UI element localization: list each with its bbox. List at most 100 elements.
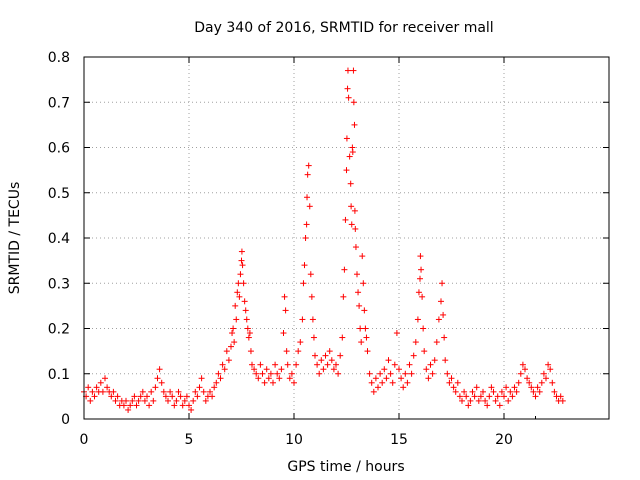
data-point — [302, 235, 309, 241]
data-point — [154, 375, 161, 382]
data-point — [127, 402, 134, 409]
data-point — [494, 393, 501, 400]
data-point — [480, 388, 486, 395]
data-point — [286, 375, 293, 382]
data-point — [454, 379, 461, 386]
data-point — [515, 379, 522, 386]
data-point — [281, 293, 288, 300]
data-point — [158, 379, 165, 386]
data-point — [198, 375, 205, 382]
data-point — [448, 375, 455, 382]
data-point — [344, 85, 351, 92]
data-point — [435, 316, 442, 323]
data-point — [467, 397, 474, 404]
data-point — [410, 352, 417, 359]
data-point — [232, 302, 239, 309]
data-point — [342, 216, 349, 223]
data-point — [351, 121, 358, 128]
data-point — [503, 384, 510, 391]
data-point — [282, 307, 289, 314]
data-point — [263, 366, 270, 373]
data-point — [247, 348, 254, 355]
x-tick-label: 15 — [390, 432, 408, 448]
data-point — [280, 330, 287, 337]
data-point — [452, 388, 459, 395]
data-point — [418, 266, 425, 273]
data-point — [215, 370, 222, 377]
data-point — [427, 361, 434, 368]
data-point — [249, 361, 255, 368]
data-point — [241, 298, 248, 305]
data-point — [545, 361, 552, 368]
data-point — [265, 375, 272, 382]
data-point — [312, 352, 318, 359]
data-point — [505, 397, 512, 404]
data-point — [141, 397, 148, 404]
data-point — [194, 393, 201, 400]
data-point — [177, 393, 184, 400]
data-point — [346, 153, 353, 160]
data-point — [337, 352, 344, 359]
data-point — [133, 402, 140, 409]
data-point — [344, 67, 351, 74]
data-point — [412, 339, 419, 346]
data-point — [225, 357, 232, 364]
data-point — [306, 203, 313, 210]
data-point — [370, 388, 377, 395]
data-point — [270, 379, 276, 386]
data-point — [355, 289, 362, 296]
data-point — [239, 262, 246, 269]
data-point — [358, 339, 365, 346]
data-point — [179, 402, 186, 409]
y-tick-label: 0.6 — [48, 141, 70, 157]
y-tick-label: 0.3 — [48, 276, 70, 292]
data-point — [297, 339, 304, 346]
data-point — [259, 370, 266, 377]
data-point — [87, 397, 94, 404]
data-point — [181, 397, 188, 404]
data-point — [139, 388, 146, 395]
data-point — [461, 388, 468, 395]
data-point — [192, 388, 199, 395]
data-point — [340, 293, 347, 300]
data-point — [439, 280, 446, 287]
data-point — [333, 361, 339, 368]
data-point — [97, 379, 104, 386]
data-point — [379, 379, 386, 386]
data-point — [385, 357, 392, 364]
data-point — [110, 388, 117, 395]
data-point — [352, 244, 359, 251]
data-point — [446, 379, 453, 386]
data-point — [324, 361, 331, 368]
data-point — [211, 384, 218, 391]
data-point — [307, 271, 314, 278]
data-point — [456, 393, 463, 400]
data-point — [406, 361, 413, 368]
data-point — [389, 379, 396, 386]
y-axis-label: SRMTID / TECUs — [7, 182, 23, 295]
chart-title: Day 340 of 2016, SRMTID for receiver mal… — [194, 20, 493, 36]
data-point — [350, 67, 357, 74]
data-point — [375, 384, 381, 391]
x-tick-label: 5 — [185, 432, 194, 448]
data-point — [364, 348, 371, 355]
data-point — [242, 307, 249, 314]
data-point — [501, 393, 507, 400]
data-point — [359, 253, 366, 260]
data-point — [530, 388, 537, 395]
data-point — [345, 94, 352, 101]
data-point — [223, 348, 230, 355]
data-point — [261, 379, 268, 386]
data-point — [536, 388, 543, 395]
data-point — [538, 379, 545, 386]
data-point — [229, 330, 236, 337]
data-point — [511, 384, 518, 391]
data-point — [549, 379, 556, 386]
data-point — [114, 393, 121, 400]
data-points — [81, 67, 566, 413]
data-point — [357, 325, 364, 332]
data-point — [423, 366, 430, 373]
plot-frame — [83, 56, 610, 420]
data-point — [377, 370, 384, 377]
data-point — [543, 375, 549, 382]
